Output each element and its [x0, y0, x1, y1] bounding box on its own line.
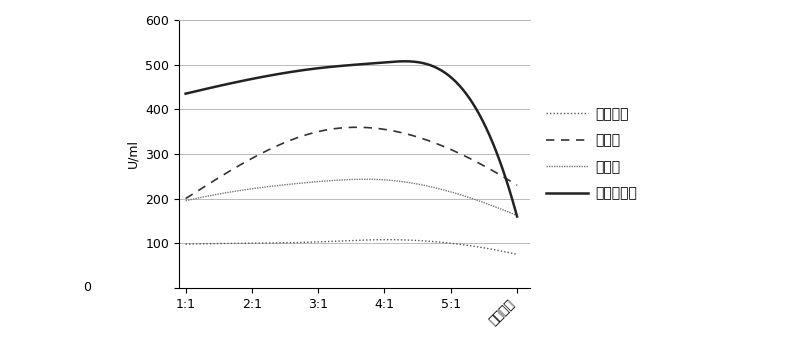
Y-axis label: U/ml: U/ml — [126, 140, 140, 168]
Legend: 纤维素酶, 淡粉酶, 脂肪酶, 中性蛋白酶: 纤维素酶, 淡粉酶, 脂肪酶, 中性蛋白酶 — [541, 102, 642, 206]
Text: 0: 0 — [83, 281, 91, 294]
